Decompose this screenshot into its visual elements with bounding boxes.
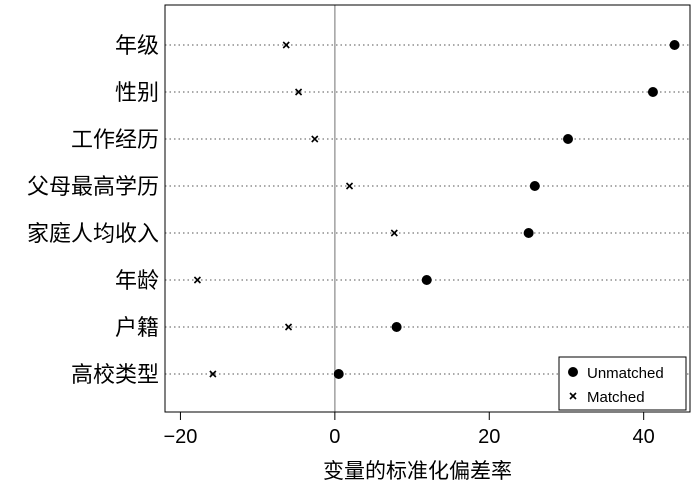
category-label: 高校类型 [71, 363, 159, 388]
unmatched-point [523, 228, 534, 238]
plot-area-frame [164, 4, 691, 413]
unmatched-point [529, 181, 540, 191]
x-tick-label: 40 [633, 426, 655, 448]
data-markers [193, 40, 680, 379]
matched-point [295, 88, 303, 96]
matched-point [193, 276, 201, 284]
gridlines [165, 44, 690, 375]
category-label: 年龄 [115, 269, 159, 294]
legend: Unmatched Matched [558, 356, 687, 411]
legend-label-unmatched: Unmatched [587, 365, 664, 382]
unmatched-point [669, 40, 680, 50]
legend-marker-matched [569, 392, 577, 400]
legend-label-matched: Matched [587, 389, 645, 406]
unmatched-point [647, 87, 658, 97]
x-tick-label: 0 [329, 426, 340, 448]
category-label: 年级 [115, 34, 159, 59]
category-label: 工作经历 [71, 128, 159, 153]
x-tick-label: −20 [163, 426, 197, 448]
matched-point [390, 229, 398, 237]
legend-marker-unmatched [568, 367, 578, 377]
unmatched-point [391, 322, 402, 332]
unmatched-point [421, 275, 432, 285]
matched-point [284, 323, 293, 331]
unmatched-point [333, 369, 344, 379]
matched-point [209, 370, 217, 378]
x-tick-label: 20 [478, 426, 500, 448]
category-label: 性别 [115, 81, 159, 106]
matched-point [282, 41, 290, 49]
legend-box [558, 356, 687, 411]
category-label: 户籍 [115, 316, 159, 341]
unmatched-point [563, 134, 574, 144]
matched-point [311, 135, 319, 143]
x-axis-ticks: −20 0 20 40 [163, 412, 655, 448]
category-label: 家庭人均收入 [27, 222, 159, 247]
category-label: 父母最高学历 [27, 175, 159, 200]
matched-point [345, 182, 354, 190]
x-axis-title: 变量的标准化偏差率 [323, 459, 512, 483]
